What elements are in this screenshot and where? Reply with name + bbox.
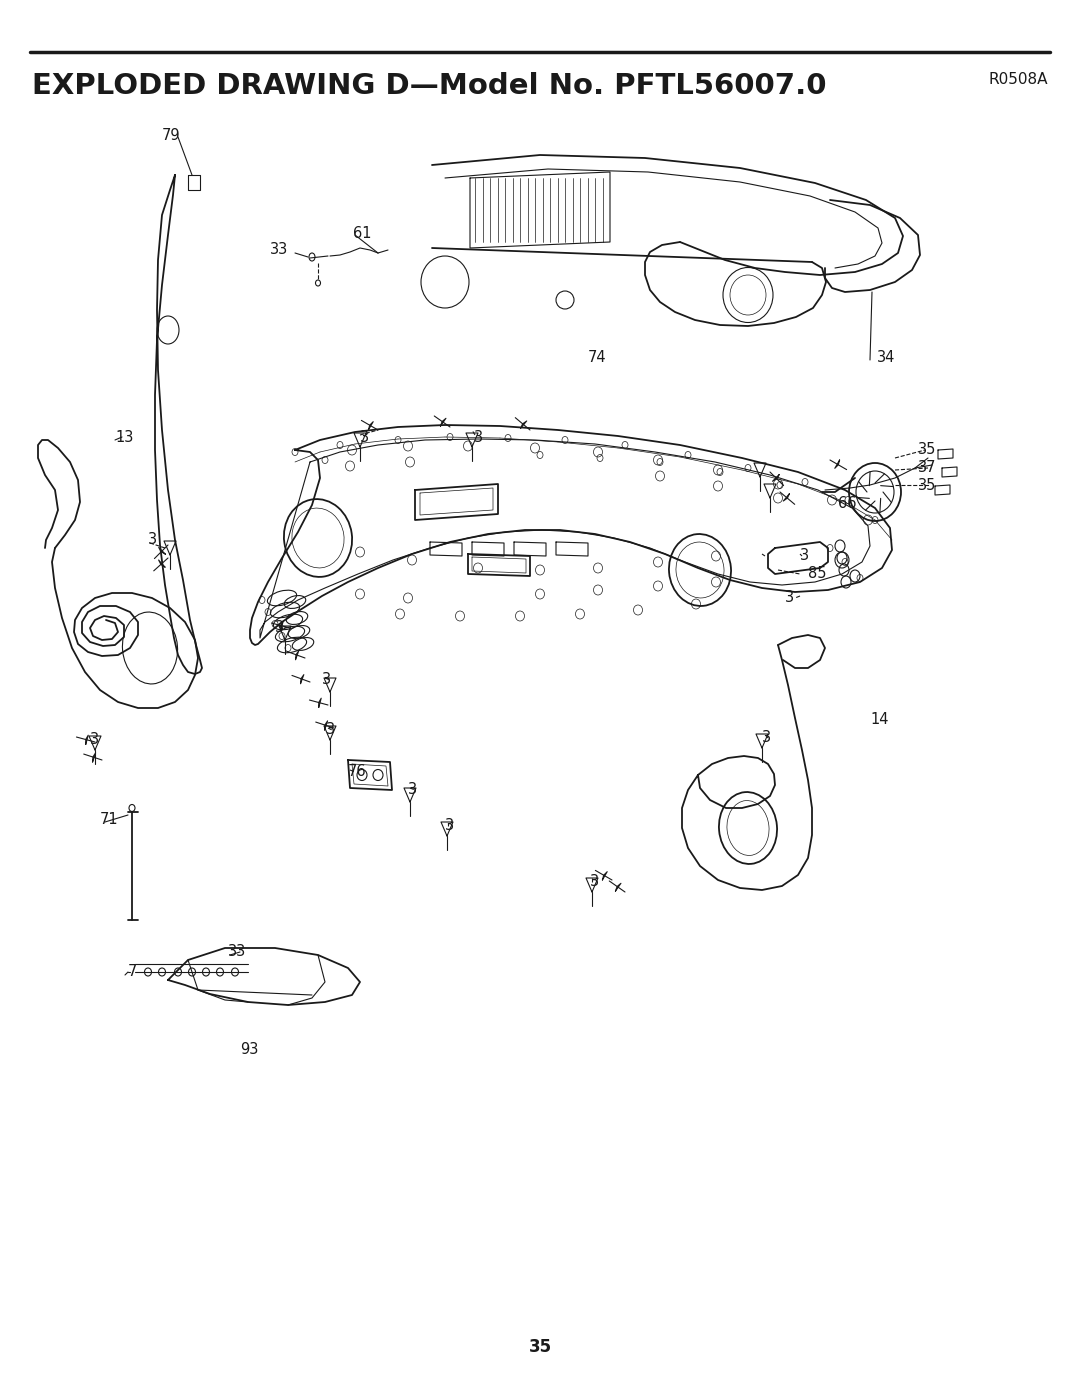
Text: 61: 61 (353, 225, 372, 240)
Text: 76: 76 (348, 764, 366, 780)
Text: 74: 74 (588, 351, 607, 366)
Text: 3: 3 (275, 620, 284, 636)
Text: 14: 14 (870, 712, 889, 728)
Text: 35: 35 (918, 479, 936, 493)
Text: 3: 3 (762, 731, 771, 746)
Text: 79: 79 (162, 127, 180, 142)
Text: 7: 7 (129, 964, 137, 979)
Text: 3: 3 (474, 430, 483, 446)
Text: 3: 3 (90, 732, 99, 747)
Text: 33: 33 (228, 944, 246, 960)
Text: 3: 3 (445, 819, 454, 834)
Text: 3: 3 (408, 782, 417, 798)
Text: 3: 3 (322, 672, 332, 687)
Text: 13: 13 (114, 429, 133, 444)
Text: 35: 35 (918, 443, 936, 457)
Text: 3: 3 (800, 549, 809, 563)
Text: EXPLODED DRAWING D—Model No. PFTL56007.0: EXPLODED DRAWING D—Model No. PFTL56007.0 (32, 73, 826, 101)
Text: 66: 66 (838, 496, 856, 511)
Text: 37: 37 (918, 461, 936, 475)
Text: 85: 85 (808, 567, 826, 581)
Text: 3: 3 (785, 591, 794, 605)
Text: 3: 3 (148, 532, 157, 548)
Text: 71: 71 (100, 813, 119, 827)
Text: 35: 35 (528, 1338, 552, 1356)
Text: 34: 34 (877, 351, 895, 366)
Text: 3: 3 (590, 875, 599, 890)
Text: 3: 3 (360, 430, 369, 446)
Text: 3: 3 (326, 722, 335, 738)
Text: 93: 93 (240, 1042, 258, 1058)
Text: R0508A: R0508A (988, 73, 1048, 87)
Text: 33: 33 (270, 243, 288, 257)
